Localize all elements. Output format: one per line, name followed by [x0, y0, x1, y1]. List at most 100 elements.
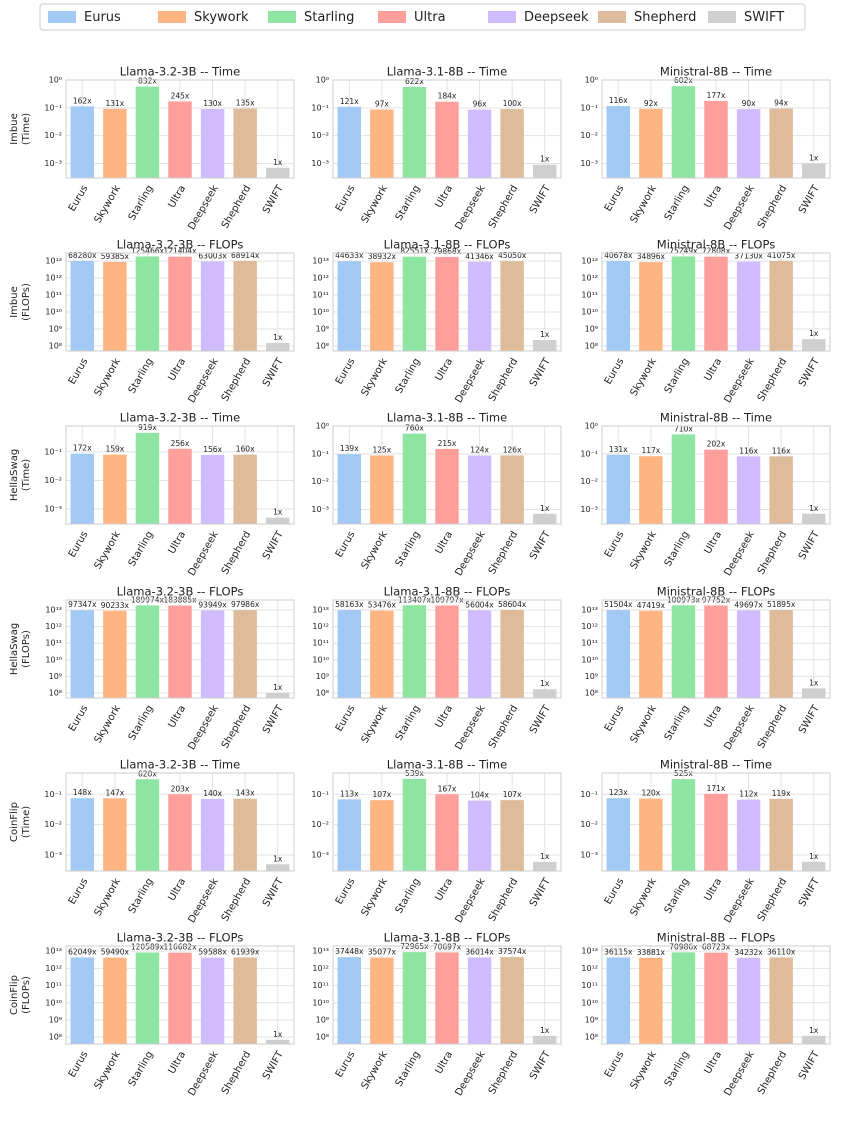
y-tick-label: 10¹³ — [312, 605, 329, 614]
bar — [135, 779, 160, 871]
bar-label: 104x — [470, 791, 489, 800]
bar-label: 112x — [739, 790, 758, 799]
axes-frame — [332, 252, 562, 352]
x-tick-label: Shepherd — [220, 357, 254, 404]
bar-label: 131x — [105, 99, 124, 108]
bar-label: 130x — [203, 99, 222, 108]
y-tick-label: 10⁻¹ — [311, 449, 329, 458]
x-tick-label: Skywork — [93, 356, 124, 398]
bar — [168, 605, 192, 698]
x-tick-label: SWIFT — [797, 703, 822, 736]
x-tick-label: Eurus — [67, 704, 91, 734]
y-tick-label: 10⁻³ — [580, 505, 598, 514]
y-tick-label: 10⁻² — [580, 820, 598, 829]
bar-label: 62049x — [68, 947, 97, 956]
bar — [500, 957, 524, 1044]
y-tick-label: 10⁻² — [580, 131, 598, 140]
bar-label: 177x — [707, 91, 726, 100]
y-axis-label: CoinFlip — [9, 975, 20, 1015]
bar — [370, 109, 394, 178]
bar-label: 832x — [138, 77, 157, 86]
bar — [435, 448, 459, 524]
y-tick-label: 10⁸ — [49, 689, 62, 698]
bar-label: 602x — [674, 76, 693, 85]
y-tick-label: 10¹¹ — [312, 981, 329, 990]
x-tick-label: Deepseek — [453, 876, 487, 925]
x-tick-label: Deepseek — [722, 529, 756, 578]
y-tick-label: 10¹² — [45, 964, 62, 973]
bar — [200, 798, 225, 871]
y-tick-label: 10¹² — [312, 622, 329, 631]
bar-label: 41075x — [767, 251, 796, 260]
y-tick-label: 10⁹ — [49, 1015, 62, 1024]
bar-label: 82551x — [400, 247, 429, 256]
bar-label: 167x — [438, 784, 457, 793]
legend-label: Skywork — [194, 10, 249, 25]
bar — [801, 688, 826, 698]
y-tick-label: 10⁻² — [44, 476, 62, 485]
x-tick-label: Shepherd — [487, 877, 521, 924]
bar-label: 245x — [171, 91, 190, 100]
y-tick-label: 10¹⁰ — [581, 655, 598, 664]
bar-label: 34232x — [734, 948, 763, 957]
bar-label: 116682x — [163, 943, 197, 952]
bar — [70, 610, 95, 698]
y-tick-label: 10⁻³ — [580, 159, 598, 168]
x-tick-label: Starling — [394, 1050, 423, 1089]
bar-label: 1x — [809, 1026, 819, 1035]
bar — [435, 256, 459, 351]
y-tick-label: 10⁰ — [585, 422, 598, 431]
bar — [769, 957, 793, 1044]
y-tick-label: 10⁻³ — [311, 505, 329, 514]
x-tick-label: SWIFT — [528, 876, 553, 909]
bar-label: 107x — [503, 790, 522, 799]
x-tick-label: Skywork — [93, 529, 124, 571]
x-tick-label: Deepseek — [186, 356, 220, 405]
x-tick-label: SWIFT — [261, 529, 286, 562]
bar-label: 120x — [641, 789, 660, 798]
bar-label: 1x — [809, 153, 819, 162]
bar — [736, 456, 761, 524]
bar — [639, 262, 663, 351]
x-tick-label: Skywork — [93, 876, 124, 918]
bar — [70, 798, 95, 871]
x-tick-label: SWIFT — [261, 1049, 286, 1082]
panel-title: Llama-3.2-3B -- FLOPs — [117, 238, 244, 252]
bar-label: 49697x — [734, 600, 763, 609]
x-tick-label: Deepseek — [722, 183, 756, 232]
bar-label: 135x — [236, 98, 255, 107]
bar — [70, 957, 95, 1044]
y-tick-label: 10⁻² — [580, 477, 598, 486]
bar — [639, 108, 663, 178]
y-tick-label: 10⁰ — [49, 76, 62, 85]
x-tick-label: Starling — [394, 530, 423, 569]
y-tick-label: 10⁻¹ — [311, 790, 329, 799]
y-tick-label: 10⁻³ — [44, 159, 62, 168]
bar — [402, 778, 427, 871]
y-tick-label: 10¹⁰ — [312, 655, 329, 664]
x-tick-label: Ultra — [703, 357, 725, 384]
bar — [769, 610, 793, 698]
bar-label: 124x — [470, 446, 489, 455]
x-tick-label: SWIFT — [528, 1049, 553, 1082]
bar — [435, 101, 459, 178]
panel-title: Ministral-8B -- FLOPs — [657, 931, 775, 945]
x-tick-label: Eurus — [67, 530, 91, 560]
y-tick-label: 10¹⁰ — [45, 307, 62, 316]
bar — [467, 455, 492, 524]
bar — [168, 256, 192, 351]
y-tick-label: 10⁻² — [44, 820, 62, 829]
x-tick-label: Shepherd — [487, 1050, 521, 1097]
axes-frame — [601, 252, 831, 352]
x-tick-label: Ultra — [167, 1050, 189, 1077]
bar-label: 123x — [609, 788, 628, 797]
y-tick-label: 10¹⁰ — [581, 307, 598, 316]
bar-label: 117x — [641, 446, 660, 455]
bar — [200, 454, 225, 524]
x-tick-label: Ultra — [434, 530, 456, 557]
bar-label: 96x — [473, 100, 488, 109]
x-tick-label: SWIFT — [528, 529, 553, 562]
x-tick-label: Shepherd — [756, 704, 790, 751]
x-tick-label: Shepherd — [220, 1050, 254, 1097]
x-tick-label: Shepherd — [220, 877, 254, 924]
